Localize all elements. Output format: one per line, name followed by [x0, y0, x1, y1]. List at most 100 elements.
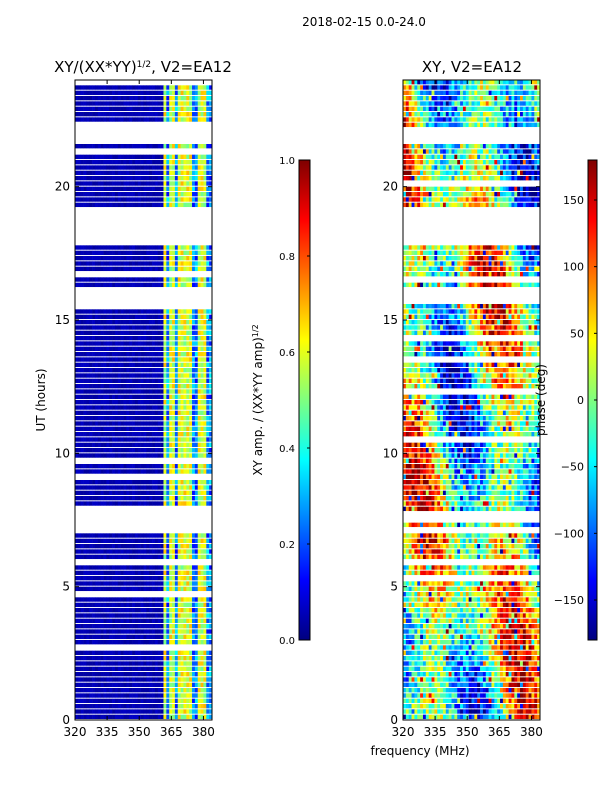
heatmap-cell [132, 581, 136, 586]
heatmap-cell [200, 394, 204, 400]
amplitude-panel-title: XY/(XX*YY)1/2, V2=EA12 [54, 58, 232, 76]
heatmap-cell [126, 373, 130, 378]
heatmap-cell [183, 181, 187, 186]
heatmap-cell [403, 90, 407, 96]
heatmap-cell [80, 453, 84, 458]
heatmap-cell [166, 704, 170, 709]
heatmap-cell [97, 352, 101, 357]
heatmap-cell [117, 480, 121, 485]
heatmap-cell [146, 640, 150, 645]
heatmap-cell [206, 442, 210, 448]
heatmap-cell [152, 432, 156, 437]
heatmap-cell [134, 490, 139, 496]
heatmap-cell [420, 90, 424, 96]
heatmap-cell [465, 96, 469, 101]
heatmap-cell [209, 384, 213, 389]
heatmap-cell [200, 373, 204, 378]
heatmap-cell [197, 202, 201, 208]
heatmap-cell [132, 341, 136, 346]
heatmap-cell [75, 325, 79, 330]
heatmap-cell [154, 629, 159, 634]
heatmap-cell [140, 352, 144, 357]
heatmap-cell [174, 650, 179, 656]
heatmap-cell [174, 362, 179, 368]
heatmap-cell [152, 464, 156, 469]
heatmap-cell [146, 597, 150, 602]
heatmap-cell [197, 245, 201, 250]
heatmap-cell [154, 624, 159, 629]
heatmap-cell [166, 453, 170, 458]
heatmap-cell [428, 106, 432, 112]
heatmap-cell [192, 341, 196, 346]
heatmap-cell [534, 106, 538, 112]
heatmap-cell [89, 325, 93, 330]
heatmap-cell [100, 448, 104, 453]
heatmap-cell [143, 485, 147, 490]
heatmap-cell [137, 656, 141, 661]
heatmap-cell [120, 570, 124, 576]
heatmap-cell [200, 421, 204, 426]
heatmap-cell [137, 384, 141, 389]
heatmap-cell [120, 549, 124, 554]
heatmap-cell [100, 672, 104, 677]
heatmap-cell [471, 122, 475, 128]
heatmap-cell [154, 90, 159, 96]
heatmap-cell [94, 469, 99, 474]
heatmap-cell [97, 677, 101, 682]
heatmap-cell [80, 634, 84, 640]
heatmap-cell [163, 549, 167, 554]
heatmap-cell [117, 666, 121, 672]
heatmap-cell [172, 202, 176, 208]
heatmap-cell [203, 704, 207, 709]
heatmap-cell [482, 144, 487, 149]
heatmap-cell [77, 549, 81, 554]
heatmap-cell [86, 640, 90, 645]
heatmap-cell [106, 533, 110, 538]
heatmap-cell [166, 160, 170, 165]
heatmap-cell [197, 672, 201, 677]
heatmap-cell [508, 117, 512, 122]
heatmap-cell [186, 661, 190, 666]
heatmap-cell [460, 122, 464, 128]
heatmap-cell [405, 106, 409, 112]
heatmap-cell [411, 101, 415, 106]
heatmap-cell [143, 176, 147, 181]
heatmap-cell [505, 122, 509, 128]
heatmap-cell [517, 80, 521, 85]
heatmap-cell [166, 165, 170, 170]
heatmap-cell [80, 346, 84, 352]
heatmap-cell [169, 581, 173, 586]
heatmap-cell [126, 357, 130, 362]
heatmap-cell [172, 309, 176, 314]
heatmap-cell [417, 122, 421, 128]
heatmap-cell [143, 565, 147, 570]
heatmap-cell [120, 709, 124, 714]
heatmap-cell [177, 197, 181, 202]
heatmap-cell [197, 538, 201, 544]
heatmap-cell [143, 384, 147, 389]
heatmap-cell [109, 330, 113, 336]
heatmap-cell [517, 96, 521, 101]
heatmap-cell [140, 688, 144, 693]
heatmap-cell [143, 602, 147, 608]
heatmap-cell [209, 437, 213, 442]
heatmap-cell [149, 480, 153, 485]
heatmap-cell [152, 682, 156, 688]
heatmap-cell [100, 261, 104, 266]
heatmap-cell [94, 586, 99, 592]
heatmap-cell [134, 330, 139, 336]
heatmap-cell [117, 618, 121, 624]
heatmap-cell [183, 693, 187, 698]
heatmap-cell [157, 410, 161, 416]
heatmap-cell [186, 709, 190, 714]
heatmap-cell [197, 250, 201, 256]
heatmap-cell [117, 170, 121, 176]
heatmap-cell [186, 346, 190, 352]
heatmap-cell [414, 106, 418, 112]
heatmap-cell [146, 352, 150, 357]
heatmap-cell [434, 96, 438, 101]
heatmap-cell [94, 90, 99, 96]
heatmap-cell [80, 410, 84, 416]
heatmap-cell [143, 320, 147, 325]
heatmap-cell [174, 346, 179, 352]
